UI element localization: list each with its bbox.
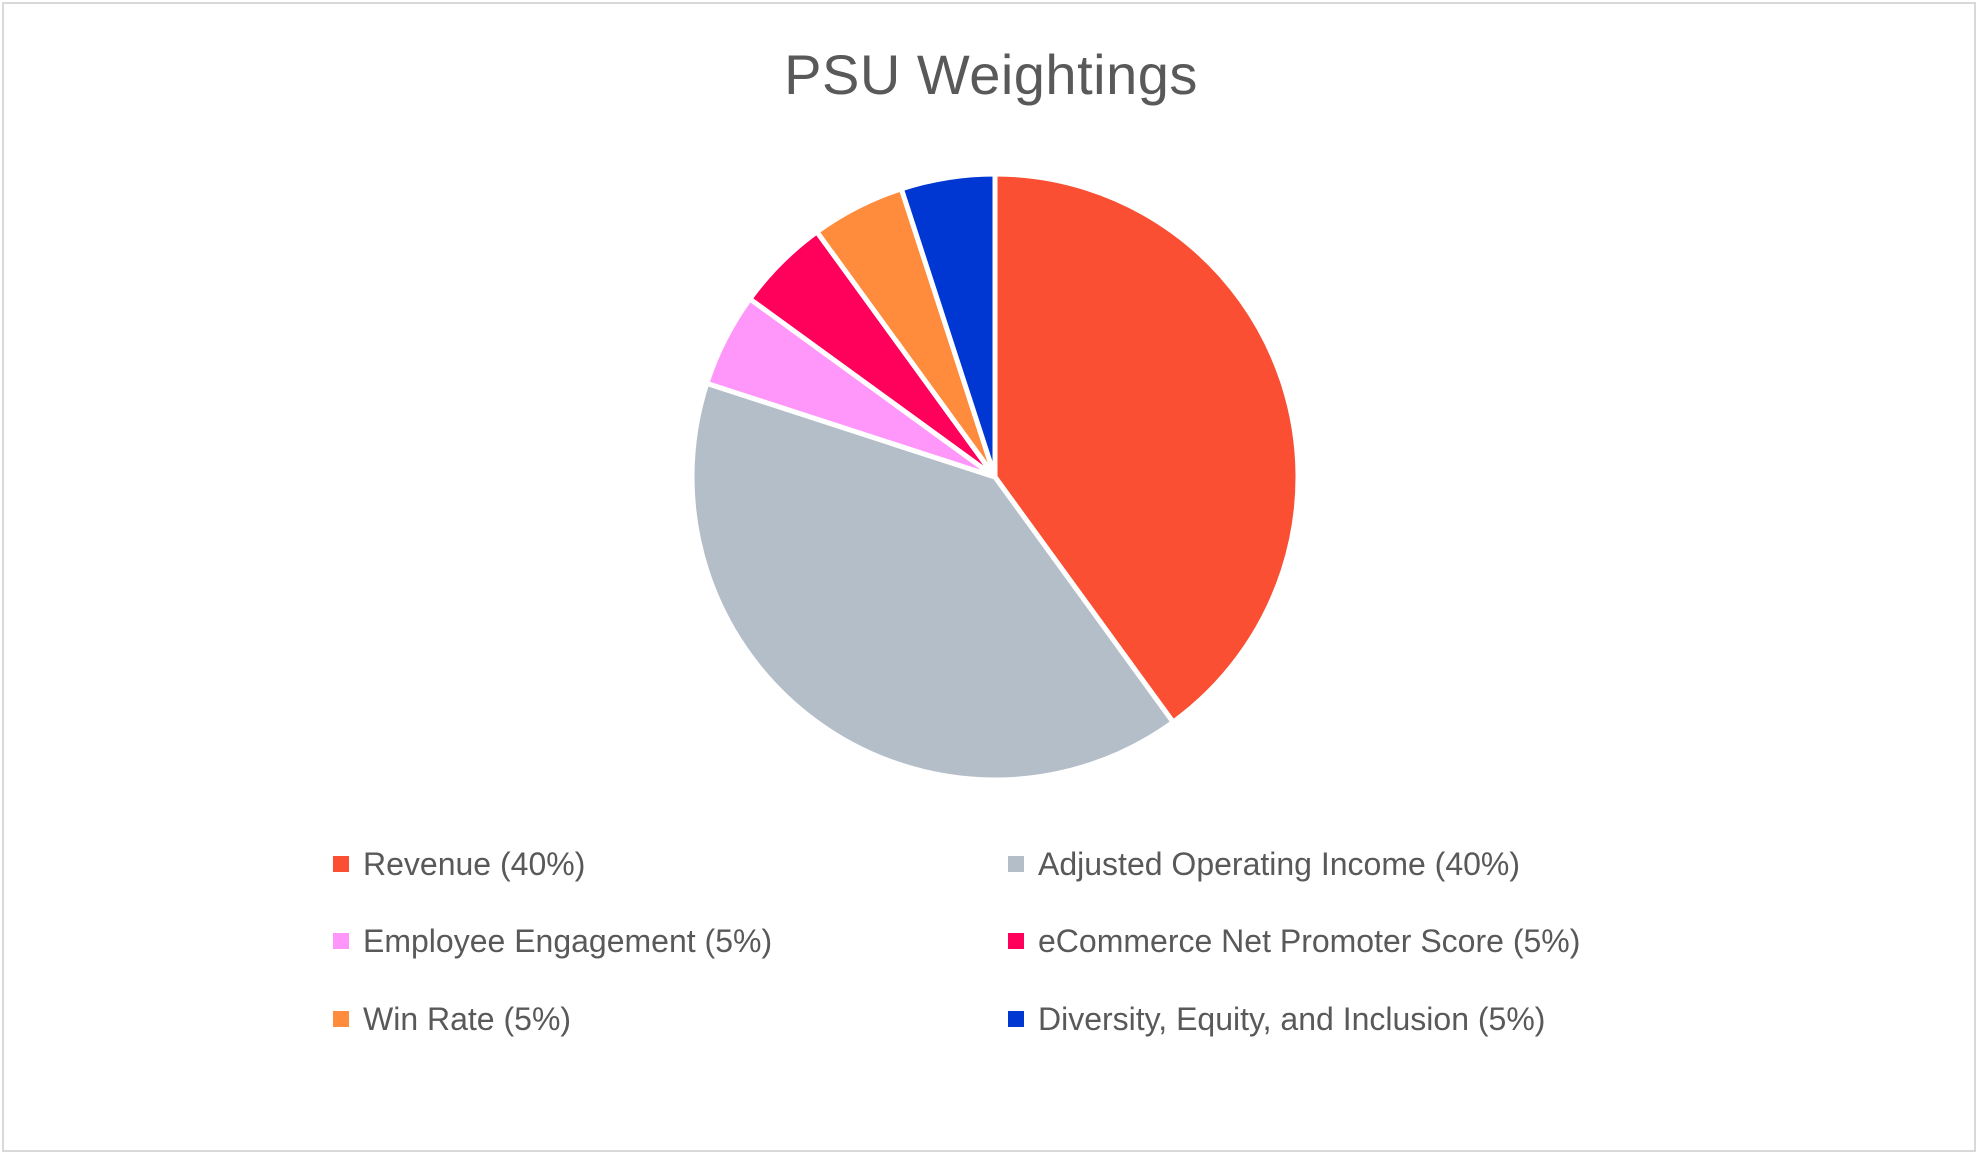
legend-label: Revenue (40%) <box>363 846 586 882</box>
legend-item-revenue[interactable]: Revenue (40%) <box>333 844 585 884</box>
pie-plot-area[interactable] <box>680 162 1310 792</box>
legend-marker-icon <box>333 1011 349 1027</box>
legend-marker-icon <box>333 933 349 949</box>
legend-marker-icon <box>333 856 349 872</box>
legend-marker-icon <box>1008 856 1024 872</box>
legend-label: Win Rate (5%) <box>363 1001 572 1037</box>
legend-marker-icon <box>1008 1011 1024 1027</box>
legend-label: eCommerce Net Promoter Score (5%) <box>1038 923 1581 959</box>
legend-marker-icon <box>1008 933 1024 949</box>
legend-item-win-rate[interactable]: Win Rate (5%) <box>333 999 571 1039</box>
pie-slice-diversity-equity-and-inclusion[interactable] <box>898 171 998 480</box>
legend-item-ecommerce-nps[interactable]: eCommerce Net Promoter Score (5%) <box>1008 921 1580 961</box>
pie-slice-revenue[interactable] <box>992 171 1301 725</box>
pie-slice-adjusted-operating-income[interactable] <box>689 380 1176 783</box>
pie-chart <box>689 171 1301 783</box>
legend-label: Diversity, Equity, and Inclusion (5%) <box>1038 1001 1546 1037</box>
legend-item-dei[interactable]: Diversity, Equity, and Inclusion (5%) <box>1008 999 1545 1039</box>
legend-label: Adjusted Operating Income (40%) <box>1038 846 1521 882</box>
chart-title[interactable]: PSU Weightings <box>784 43 1198 106</box>
legend-item-adjusted-operating-income[interactable]: Adjusted Operating Income (40%) <box>1008 844 1520 884</box>
legend-label: Employee Engagement (5%) <box>363 923 773 959</box>
legend-item-employee-engagement[interactable]: Employee Engagement (5%) <box>333 921 772 961</box>
